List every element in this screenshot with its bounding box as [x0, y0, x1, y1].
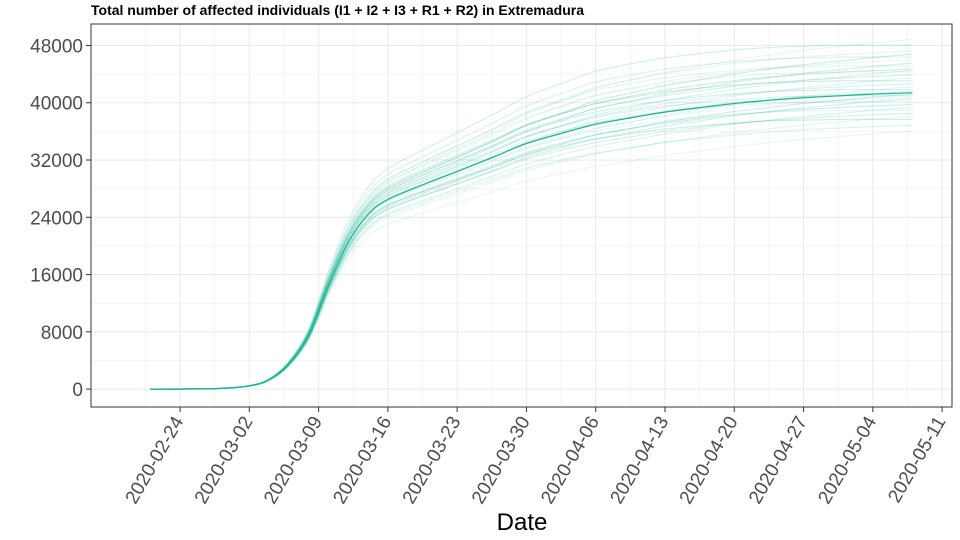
ensemble-line: [150, 65, 913, 390]
y-axis: 0 8000 16000 24000 32000 40000 48000: [30, 36, 91, 401]
y-tick-label: 8000: [41, 323, 83, 344]
ensemble-line: [150, 77, 913, 390]
x-tick-label: 2020-02-24: [122, 413, 189, 508]
x-tick-label: 2020-03-30: [468, 413, 535, 508]
ensemble-line: [150, 93, 913, 390]
x-tick-label: 2020-04-13: [607, 413, 674, 508]
x-tick-label: 2020-03-16: [329, 413, 396, 508]
series-line: [150, 92, 913, 390]
ensemble-line: [150, 124, 913, 390]
ensemble-line: [150, 100, 913, 390]
ensemble-line: [150, 74, 913, 390]
x-tick-label: 2020-05-04: [814, 413, 881, 508]
ensemble-line: [150, 106, 913, 390]
ensemble-line: [150, 44, 913, 390]
ensemble-line: [150, 56, 913, 390]
chart-title: Total number of affected individuals (I1…: [91, 2, 584, 18]
ensemble-line: [150, 86, 913, 390]
x-tick-label: 2020-04-20: [676, 413, 743, 508]
y-tick-label: 48000: [30, 36, 83, 57]
x-tick-label: 2020-04-06: [537, 413, 604, 508]
ensemble-line: [150, 80, 913, 390]
x-tick-label: 2020-03-23: [399, 413, 466, 508]
plot-frame: [90, 23, 953, 408]
y-tick-label: 24000: [30, 208, 83, 229]
x-tick-label: 2020-05-11: [884, 413, 950, 506]
x-tick-label: 2020-04-27: [745, 413, 812, 508]
y-tick-label: 0: [72, 380, 83, 401]
ensemble-line: [150, 130, 913, 390]
y-tick-label: 32000: [30, 151, 83, 172]
ensemble-line: [150, 112, 913, 390]
x-axis: 2020-02-24 2020-03-02 2020-03-09 2020-03-16…: [122, 407, 950, 508]
x-axis-title: Date: [497, 509, 548, 536]
y-tick-label: 16000: [30, 266, 83, 287]
ensemble-line: [150, 90, 913, 390]
y-tick-label: 40000: [30, 94, 83, 115]
x-tick-label: 2020-03-09: [260, 413, 327, 508]
main-series: [150, 92, 913, 390]
ensemble-line: [150, 38, 913, 390]
grid: [91, 24, 952, 407]
ensemble-line: [150, 71, 913, 390]
x-tick-label: 2020-03-02: [191, 413, 258, 508]
ensemble-lines: [150, 38, 913, 390]
